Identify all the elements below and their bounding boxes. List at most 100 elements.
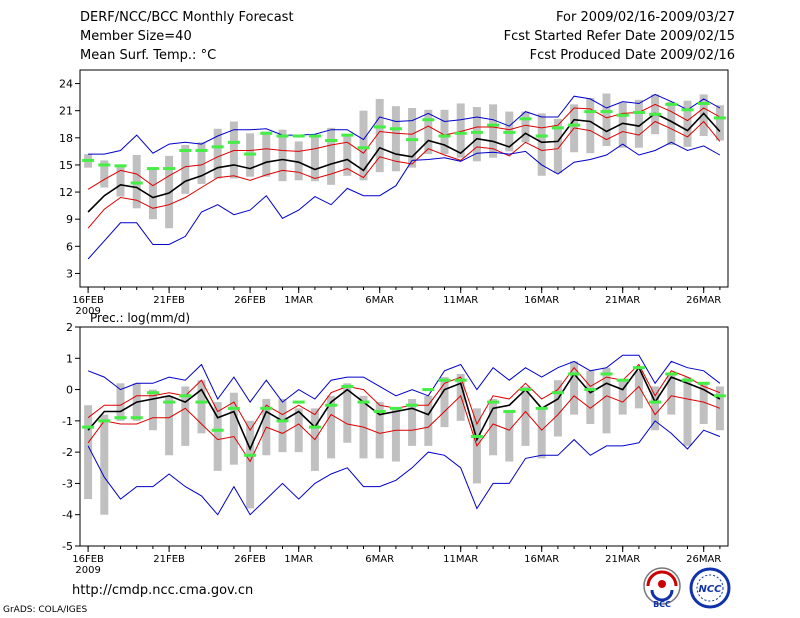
panel1-box: [327, 127, 336, 185]
panel1-box: [667, 101, 676, 146]
grads-credit: GrADS: COLA/IGES: [3, 605, 88, 615]
panel2-box: [327, 395, 336, 459]
panel1-ref-mark: [697, 101, 710, 105]
panel1-xtick-label: 11MAR: [443, 295, 478, 306]
panel1-series-mean: [87, 112, 721, 213]
panel2-ref-mark: [179, 394, 192, 398]
panel2-box: [229, 392, 238, 465]
panel2-xtick-label: 1MAR: [284, 554, 313, 565]
panel2-ref-mark: [292, 400, 305, 404]
panel1-ref-mark: [195, 148, 208, 152]
header-right-line-3: Fcst Produced Date 2009/02/16: [529, 48, 735, 63]
panel2-box: [521, 386, 530, 446]
panel2-ref-mark: [616, 378, 629, 382]
panel1-box: [100, 160, 109, 188]
panel2-box: [683, 377, 692, 446]
panel1-ytick-label: 9: [66, 213, 73, 226]
panel2-ref-mark: [697, 381, 710, 385]
header-left-line-2: Member Size=40: [80, 29, 192, 44]
panel1-ref-mark: [114, 164, 127, 168]
panel1-ref-mark: [179, 148, 192, 152]
panel1-box: [634, 99, 643, 148]
panel1-ytick-label: 18: [59, 132, 73, 145]
panel2-ref-mark: [130, 416, 143, 420]
panel1-box: [456, 103, 465, 158]
panel2-ref-mark: [470, 435, 483, 438]
panel1-year-label: 2009: [75, 306, 100, 317]
panel2-xtick-label: 21FEB: [153, 554, 185, 565]
panel1-ref-mark: [454, 131, 467, 135]
header-right-line-2: Fcst Started Refer Date 2009/02/15: [503, 29, 735, 44]
header-right-line-1: For 2009/02/16-2009/03/27: [556, 10, 735, 25]
panel2-ref-mark: [82, 425, 95, 429]
panel1-series-min: [87, 141, 721, 260]
panel1-ref-mark: [341, 133, 354, 137]
panel2-box: [197, 380, 206, 434]
panel2-box: [84, 405, 93, 500]
panel1-box: [424, 109, 433, 155]
panel1-box: [586, 98, 595, 154]
ncc-logo: NCC: [689, 567, 731, 609]
panel2-ytick-label: 2: [66, 321, 73, 334]
panel2-ref-mark: [195, 400, 208, 404]
panel1-ref-mark: [616, 113, 629, 117]
panel1-ytick-label: 21: [59, 105, 73, 118]
panel1-box: [197, 142, 206, 184]
panel2-ytick-label: 1: [66, 352, 73, 365]
panel1-box: [116, 164, 125, 197]
panel2-xtick-label: 26MAR: [686, 554, 721, 565]
panel2-ref-mark: [568, 372, 581, 376]
panel2-ref-mark: [438, 378, 451, 382]
panel2-series-min: [87, 420, 721, 516]
panel1-box: [683, 100, 692, 147]
bcc-logo: BCC: [643, 567, 681, 609]
panel2-box: [537, 408, 546, 459]
panel1-ref-mark: [325, 139, 338, 143]
panel2-box: [278, 398, 287, 453]
panel1-ref-mark: [98, 163, 111, 167]
panel2-box: [489, 398, 498, 456]
panel2-ref-mark: [373, 409, 386, 413]
panel2-box: [553, 380, 562, 437]
panel2-ref-mark: [503, 409, 516, 413]
panel1-ref-mark: [163, 167, 176, 171]
panel2-box: [375, 402, 384, 459]
panel1-ref-mark: [373, 125, 386, 129]
panel2-ref-mark: [665, 372, 678, 376]
panel2-box: [634, 370, 643, 409]
panel2-series-std-lower: [87, 385, 721, 463]
panel2-ref-mark: [535, 406, 548, 410]
panel2-title: Prec.: log(mm/d): [90, 311, 190, 325]
panel1-xtick-label: 16FEB: [72, 295, 104, 306]
panel1-ref-mark: [389, 127, 402, 131]
panel1-ref-mark: [632, 110, 645, 114]
panel1-box: [375, 98, 384, 173]
panel1-xtick-label: 26FEB: [234, 295, 266, 306]
panel1-ref-mark: [519, 117, 532, 121]
panel2-box: [116, 383, 125, 421]
panel1-series-std-upper: [87, 103, 721, 190]
ncc-logo-text: NCC: [698, 584, 722, 595]
panel1-ref-mark: [82, 158, 95, 162]
panel2-box: [148, 389, 157, 431]
panel1-ref-mark: [551, 126, 564, 130]
source-url[interactable]: http://cmdp.ncc.cma.gov.cn: [72, 583, 254, 598]
panel2-ref-mark: [600, 372, 613, 376]
panel1-box: [148, 169, 157, 220]
panel1-ytick-label: 6: [66, 240, 73, 253]
panel1-ref-mark: [438, 134, 451, 138]
panel1-box: [472, 107, 481, 162]
panel1-box: [699, 94, 708, 137]
panel2-box: [294, 408, 303, 453]
panel1-ref-mark: [584, 110, 597, 114]
panel1-ref-mark: [357, 146, 370, 150]
panel1-ref-mark: [308, 134, 321, 138]
panel2-ref-mark: [487, 400, 500, 404]
panel1-box: [310, 135, 319, 182]
panel1-ref-mark: [406, 138, 419, 142]
header-left-line-3: Mean Surf. Temp.: °C: [80, 48, 217, 63]
panel1-ref-mark: [470, 130, 483, 134]
panel1-ref-mark: [292, 134, 305, 138]
panel1-xtick-label: 6MAR: [365, 295, 394, 306]
panel2-box: [602, 367, 611, 434]
